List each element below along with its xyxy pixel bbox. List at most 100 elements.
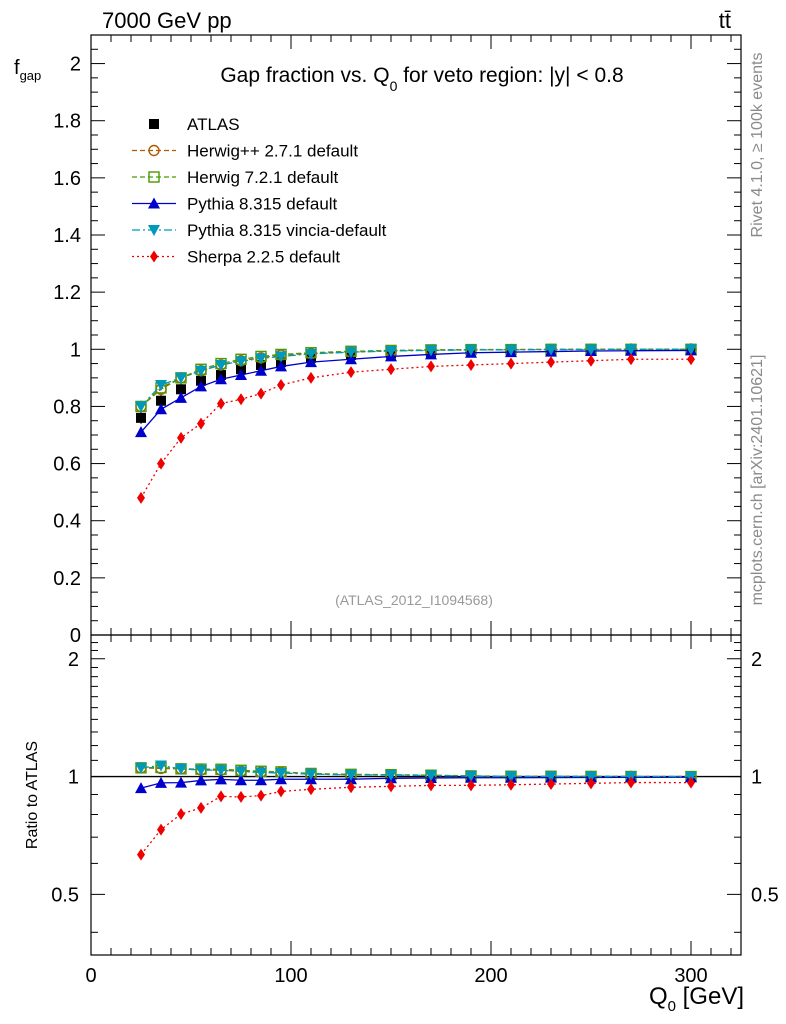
y-tick-label: 0.8: [53, 396, 81, 418]
data-point: [425, 345, 437, 357]
ratio-point: [177, 807, 185, 820]
ratio-point: [235, 774, 247, 786]
data-point: [237, 393, 245, 406]
legend-marker: [148, 171, 160, 183]
data-point: [427, 360, 435, 373]
data-point: [347, 366, 355, 379]
ratio-point: [465, 771, 477, 783]
legend-marker: [148, 225, 160, 236]
ratio-tick-label: 1: [68, 767, 79, 789]
ratio-point: [275, 768, 287, 780]
data-point: [387, 363, 395, 376]
legend-label: Sherpa 2.2.5 default: [187, 248, 340, 267]
series-line: [140, 348, 691, 407]
legend-marker: [148, 144, 160, 157]
data-point: [197, 417, 205, 430]
ratio-point: [217, 790, 225, 803]
data-point: [195, 380, 207, 392]
y-tick-label: 1.8: [53, 111, 81, 133]
ratio-point: [195, 774, 207, 786]
data-point: [255, 353, 267, 365]
ratio-tick-label-right: 0.5: [751, 884, 779, 906]
x-tick-label: 200: [474, 965, 507, 987]
ratio-series-line: [140, 781, 692, 856]
data-point: [345, 353, 357, 365]
x-tick-label: 0: [85, 965, 96, 987]
y-tick-label: 1.2: [53, 282, 81, 304]
data-point: [175, 372, 187, 384]
ratio-axis-label: Ratio to ATLAS: [24, 741, 41, 849]
y-tick-label: 0.6: [53, 454, 81, 476]
energy-label: 7000 GeV pp: [102, 8, 232, 33]
data-point: [156, 395, 166, 406]
chart-title: Gap fraction vs. Q0 for veto region: |y|…: [220, 64, 623, 94]
ratio-point: [547, 778, 555, 791]
ratio-point: [255, 774, 267, 786]
ratio-point: [505, 771, 517, 783]
data-point: [235, 369, 247, 380]
data-point: [215, 360, 227, 371]
ratio-point: [385, 770, 397, 782]
data-point: [587, 354, 595, 367]
y-tick-label: 1.6: [53, 168, 81, 190]
ratio-point: [627, 776, 635, 789]
ratio-point: [585, 771, 597, 783]
ratio-tick-label: 0.5: [51, 884, 79, 906]
data-point: [135, 401, 147, 413]
ratio-point: [137, 848, 145, 861]
legend-label: Herwig 7.2.1 default: [187, 168, 338, 187]
data-point: [255, 364, 267, 376]
data-point: [136, 412, 146, 423]
x-tick-label: 300: [674, 965, 707, 987]
y-axis-label: fgap: [14, 57, 41, 83]
ratio-point: [257, 789, 265, 802]
data-point: [195, 365, 207, 377]
y-tick-label: 0.4: [53, 511, 81, 533]
data-point: [277, 379, 285, 391]
data-point: [176, 384, 186, 395]
data-point: [275, 351, 287, 363]
rivet-version-label: Rivet 4.1.0, ≥ 100k events: [749, 53, 766, 238]
ratio-point: [255, 767, 267, 779]
ratio-point: [157, 823, 165, 836]
ratio-point: [277, 785, 285, 798]
data-point: [685, 344, 697, 356]
legend-label: ATLAS: [187, 115, 240, 134]
ratio-tick-label-right: 1: [751, 767, 762, 789]
x-axis-label: Q0 [GeV]: [649, 983, 744, 1015]
ratio-point: [545, 771, 557, 783]
y-tick-label: 1.4: [53, 225, 81, 247]
x-tick-label: 100: [274, 965, 307, 987]
source-label: mcplots.cern.ch [arXiv:2401.10621]: [749, 355, 766, 606]
ratio-tick-label-right: 2: [751, 649, 762, 671]
data-point: [465, 344, 477, 356]
data-point: [625, 344, 637, 356]
ratio-point: [197, 801, 205, 814]
ratio-point: [507, 778, 515, 791]
legend-marker: [149, 119, 159, 129]
ratio-panel-frame: [90, 634, 742, 956]
ratio-point: [345, 769, 357, 781]
legend-label: Herwig++ 2.7.1 default: [187, 142, 358, 161]
ratio-point: [687, 776, 695, 789]
legend-item: Herwig++ 2.7.1 default: [132, 142, 358, 161]
data-point: [135, 426, 147, 438]
ratio-series-line: [140, 764, 692, 778]
ratio-series-pythia-8-315-default: [135, 771, 697, 794]
ratio-point: [425, 770, 437, 782]
data-point: [305, 348, 317, 360]
ratio-tick-label: 2: [68, 649, 79, 671]
legend-marker: [148, 197, 160, 209]
data-point: [217, 397, 225, 410]
ratio-point: [195, 765, 207, 777]
legend-item: Pythia 8.315 default: [132, 195, 338, 214]
ratio-point: [155, 776, 167, 788]
legend-item: Sherpa 2.2.5 default: [132, 248, 340, 267]
legend-label: Pythia 8.315 default: [187, 195, 338, 214]
ratio-point: [155, 760, 167, 772]
data-point: [585, 344, 597, 356]
y-tick-label: 2: [70, 54, 81, 76]
ratio-point: [175, 763, 187, 775]
series-sherpa-2-2-5-default: [137, 353, 695, 504]
